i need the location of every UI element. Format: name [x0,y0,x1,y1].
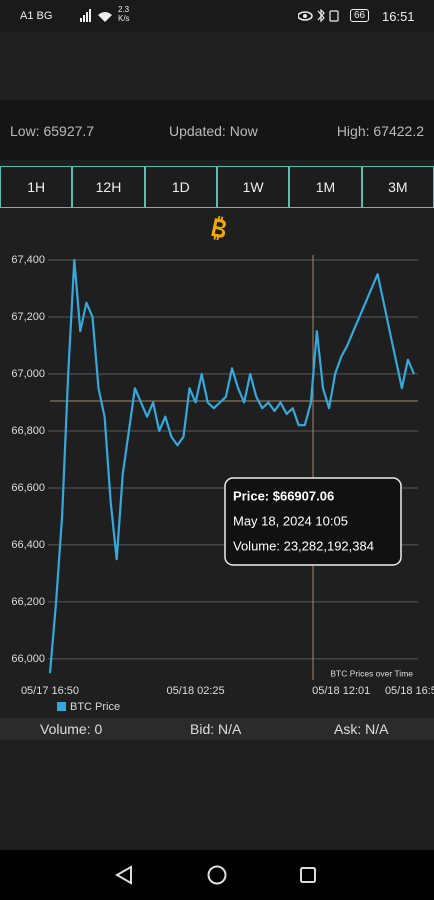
updated: Updated: Now [169,123,258,139]
net-speed: 2.3 K/s [118,5,130,23]
range-tab[interactable]: 1W [216,166,290,208]
bitcoin-icon [211,216,226,240]
stats-row: Low: 65927.7 Updated: Now High: 67422.2 [0,100,434,160]
signal-icons [80,9,112,22]
footer-row: Volume: 0 Bid: N/A Ask: N/A [0,718,434,740]
tooltip-line: May 18, 2024 10:05 [233,513,348,528]
status-bar: A1 BG 2.3 K/s 66 16:51 [0,0,434,32]
legend-swatch [57,702,66,711]
x-tick-label: 05/18 12:01 [312,685,370,697]
bid: Bid: N/A [190,721,242,737]
y-tick-label: 67,200 [11,311,45,323]
range-tabs: 1H 12H 1D 1W 1M 3M [0,166,434,208]
carrier: A1 BG [20,10,53,22]
y-tick-label: 67,400 [11,254,45,266]
annotation: BTC Prices over Time [330,668,413,678]
price-line [48,258,416,674]
legend-label: BTC Price [70,701,120,713]
volume: Volume: 0 [40,721,103,737]
y-tick-label: 66,000 [11,653,45,665]
y-tick-label: 66,200 [11,596,45,608]
ask: Ask: N/A [334,721,389,737]
range-tab[interactable]: 1H [0,166,73,208]
battery: 66 [350,9,370,22]
y-tick-label: 67,000 [11,368,45,380]
range-tab[interactable]: 12H [72,166,145,208]
nav-bar [0,850,434,900]
tooltip-box [224,477,402,566]
back-button[interactable] [114,865,132,885]
range-tab[interactable]: 3M [361,166,434,208]
recents-button[interactable] [300,867,316,883]
high-price: High: 67422.2 [336,123,424,139]
y-tick-label: 66,600 [11,482,45,494]
x-tick-label: 05/18 02:25 [167,685,225,697]
range-tab[interactable]: 1M [289,166,362,208]
system-icons [298,9,339,23]
clock: 16:51 [382,9,415,24]
tooltip-line: Volume: 23,282,192,384 [233,538,374,553]
y-tick-label: 66,800 [11,425,45,437]
price-chart: 66,000 66,200 66,400 66,600 66,800 67,000 67,2… [0,240,434,718]
x-tick-label: 05/18 16:50 [385,685,434,697]
home-button[interactable] [207,865,227,885]
tooltip-line: Price: $66907.06 [233,488,334,503]
y-tick-label: 66,400 [11,539,45,551]
app-bar [0,32,434,100]
low-price: Low: 65927.7 [10,123,95,139]
x-tick-label: 05/17 16:50 [21,685,79,697]
range-tab[interactable]: 1D [144,166,217,208]
